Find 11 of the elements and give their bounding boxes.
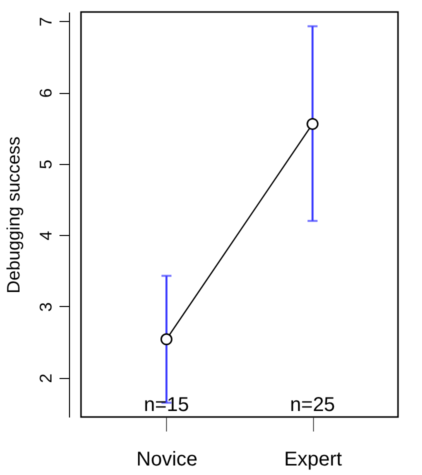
annotation: n=25 bbox=[290, 394, 336, 416]
y-tick-label: 4 bbox=[36, 230, 56, 240]
y-tick-label: 5 bbox=[36, 160, 56, 170]
annotation: n=15 bbox=[144, 394, 189, 416]
y-tick-label: 3 bbox=[36, 302, 56, 312]
x-tick-label: Expert bbox=[284, 448, 342, 470]
y-tick-label: 2 bbox=[36, 374, 56, 384]
x-tick-label: Novice bbox=[136, 448, 198, 470]
y-axis-title: Debugging success bbox=[4, 136, 24, 294]
y-tick-label: 7 bbox=[36, 17, 56, 27]
y-tick-label: 6 bbox=[36, 88, 56, 98]
